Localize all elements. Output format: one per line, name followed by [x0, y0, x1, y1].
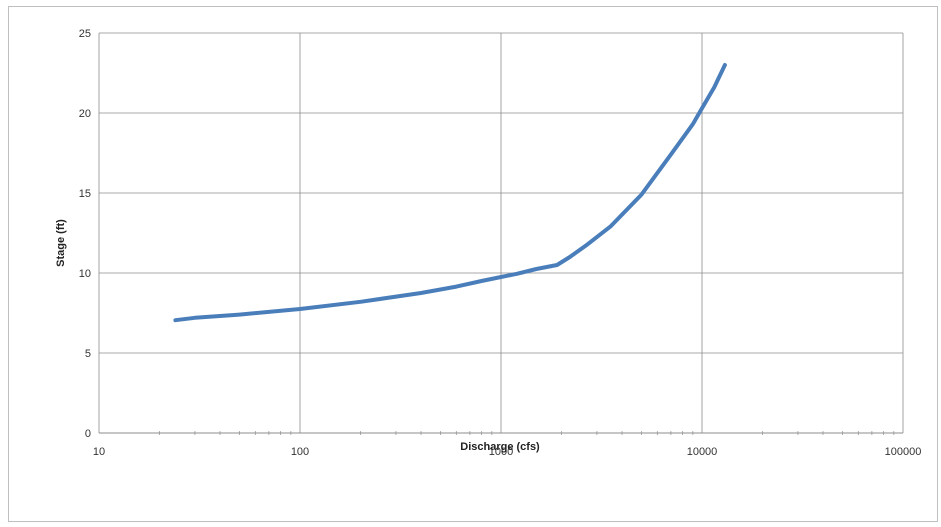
rating-curve-line	[173, 63, 727, 323]
x-tick-label: 10000	[687, 446, 718, 458]
chart-frame	[8, 6, 938, 522]
y-tick-label: 5	[85, 348, 91, 360]
x-tick-label: 100	[291, 446, 309, 458]
y-tick-label: 10	[79, 268, 91, 280]
series-group	[173, 63, 727, 323]
x-tick-labels: 10 100 1000 10000 100000	[93, 446, 921, 458]
y-tick-label: 15	[79, 188, 91, 200]
y-tick-label: 25	[79, 28, 91, 40]
y-tick-label: 20	[79, 108, 91, 120]
y-axis-title: Stage (ft)	[55, 219, 67, 267]
y-tick-label: 0	[85, 428, 91, 440]
x-axis-title: Discharge (cfs)	[460, 441, 540, 453]
y-tick-labels: 0 5 10 15 20 25	[79, 28, 91, 440]
x-tick-label: 1000	[489, 446, 513, 458]
grid-lines	[98, 32, 904, 434]
x-tick-label: 10	[93, 446, 105, 458]
x-tick-label: 100000	[885, 446, 922, 458]
